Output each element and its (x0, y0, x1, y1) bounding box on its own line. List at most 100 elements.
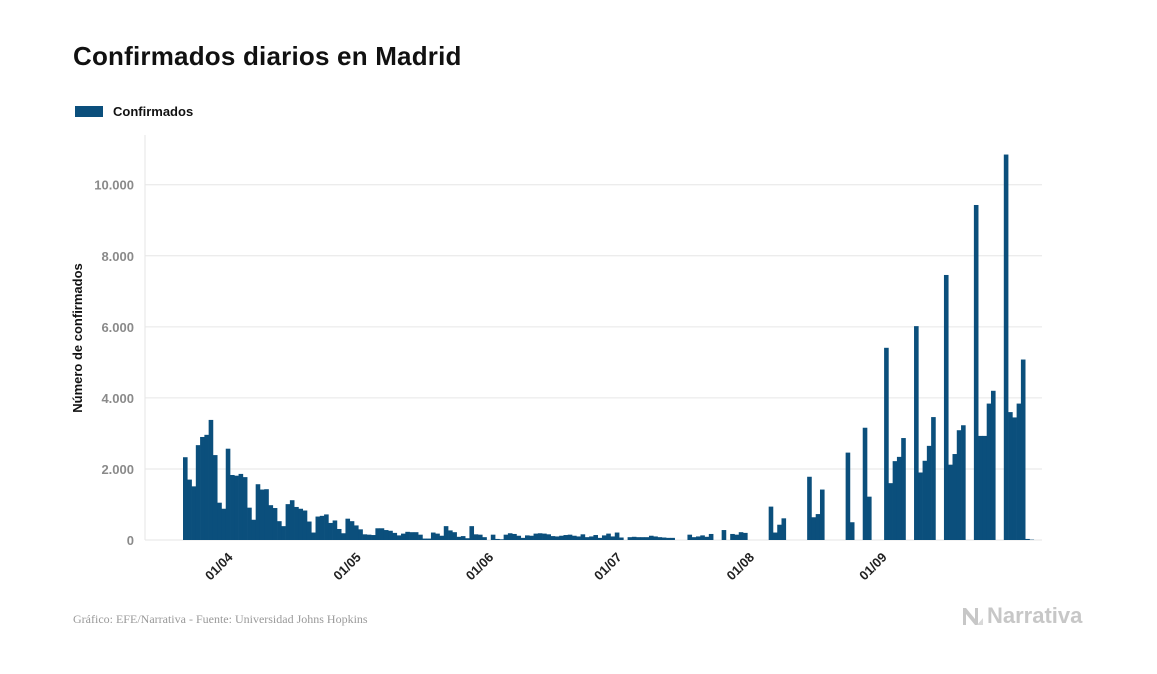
bar (195, 445, 201, 540)
bar (772, 532, 778, 540)
legend: Confirmados (75, 104, 193, 119)
bar (867, 496, 872, 540)
bar (610, 536, 616, 540)
bar (849, 522, 855, 540)
bar (862, 427, 868, 540)
y-tick-label: 8.000 (101, 249, 134, 264)
bar (281, 526, 286, 540)
bar (516, 535, 522, 540)
bar (430, 532, 436, 540)
bar (914, 326, 919, 540)
bar (259, 489, 265, 540)
x-tick-label: 01/05 (330, 550, 364, 584)
bar (542, 533, 547, 540)
bar (529, 535, 534, 540)
bar (285, 504, 291, 540)
bar (768, 506, 774, 540)
bar (845, 452, 851, 540)
bar (559, 535, 564, 540)
bar (777, 524, 782, 540)
bar (606, 533, 611, 540)
chart-title: Confirmados diarios en Madrid (73, 41, 462, 71)
bar (554, 536, 560, 540)
narrativa-logo: Narrativa (962, 603, 1082, 629)
bar (811, 517, 817, 540)
bar (691, 537, 697, 540)
bar (349, 521, 355, 540)
bar (896, 456, 902, 540)
bar (580, 534, 586, 540)
bar (294, 506, 299, 540)
bar (401, 533, 406, 540)
bar (187, 479, 192, 540)
bar (473, 534, 479, 540)
bar (319, 515, 325, 540)
bar (918, 472, 923, 540)
bar (375, 528, 380, 540)
bar (619, 537, 624, 540)
bar (324, 514, 329, 540)
bar (982, 435, 988, 540)
bar (396, 535, 402, 540)
bar (225, 448, 231, 540)
bar (264, 489, 269, 540)
bar (815, 514, 821, 540)
bar (366, 534, 372, 540)
bar (644, 537, 650, 540)
bar (208, 419, 214, 540)
bar (700, 535, 705, 540)
bar (456, 536, 462, 540)
bar (661, 537, 667, 540)
bar (460, 536, 466, 540)
bar (734, 534, 740, 540)
bar (379, 528, 385, 540)
bar (413, 532, 419, 540)
y-tick-label: 0 (127, 533, 134, 548)
y-tick-label: 6.000 (101, 320, 134, 335)
bar (383, 530, 389, 540)
y-tick-label: 2.000 (101, 462, 134, 477)
bar (743, 532, 748, 540)
legend-label: Confirmados (113, 104, 194, 119)
bar (191, 486, 197, 540)
source-note: Gráfico: EFE/Narrativa - Fuente: Univers… (73, 612, 368, 626)
bar (439, 535, 445, 540)
bar (388, 530, 393, 540)
y-tick-label: 10.000 (94, 178, 134, 193)
bar (477, 534, 483, 540)
narrativa-logo-icon (963, 608, 983, 625)
bar (268, 505, 274, 540)
bar (704, 536, 710, 540)
x-tick-label: 01/08 (724, 550, 758, 584)
bar (943, 274, 949, 540)
bar (666, 537, 671, 540)
legend-swatch (75, 106, 103, 117)
bar (1008, 412, 1013, 540)
bar (302, 510, 308, 540)
bar (520, 537, 526, 540)
bar (495, 538, 500, 540)
bar (952, 454, 958, 540)
bar (465, 538, 470, 540)
bar (730, 533, 735, 540)
bar (469, 526, 475, 540)
bar (255, 484, 261, 540)
bar (217, 502, 222, 540)
bar (589, 536, 594, 540)
bar (354, 525, 359, 540)
bar (234, 475, 239, 540)
bar (1025, 538, 1030, 540)
bar (901, 438, 906, 540)
bar (298, 508, 304, 540)
bar (978, 435, 983, 540)
bar (696, 536, 701, 540)
x-tick-label: 01/07 (591, 550, 625, 584)
bar (961, 425, 966, 540)
bar (204, 434, 209, 540)
bar (426, 538, 432, 540)
x-tick-labels: 01/04 01/05 01/06 01/07 01/08 01/09 (202, 549, 890, 583)
bar (221, 508, 227, 540)
bar (358, 529, 363, 540)
bar (345, 518, 351, 540)
